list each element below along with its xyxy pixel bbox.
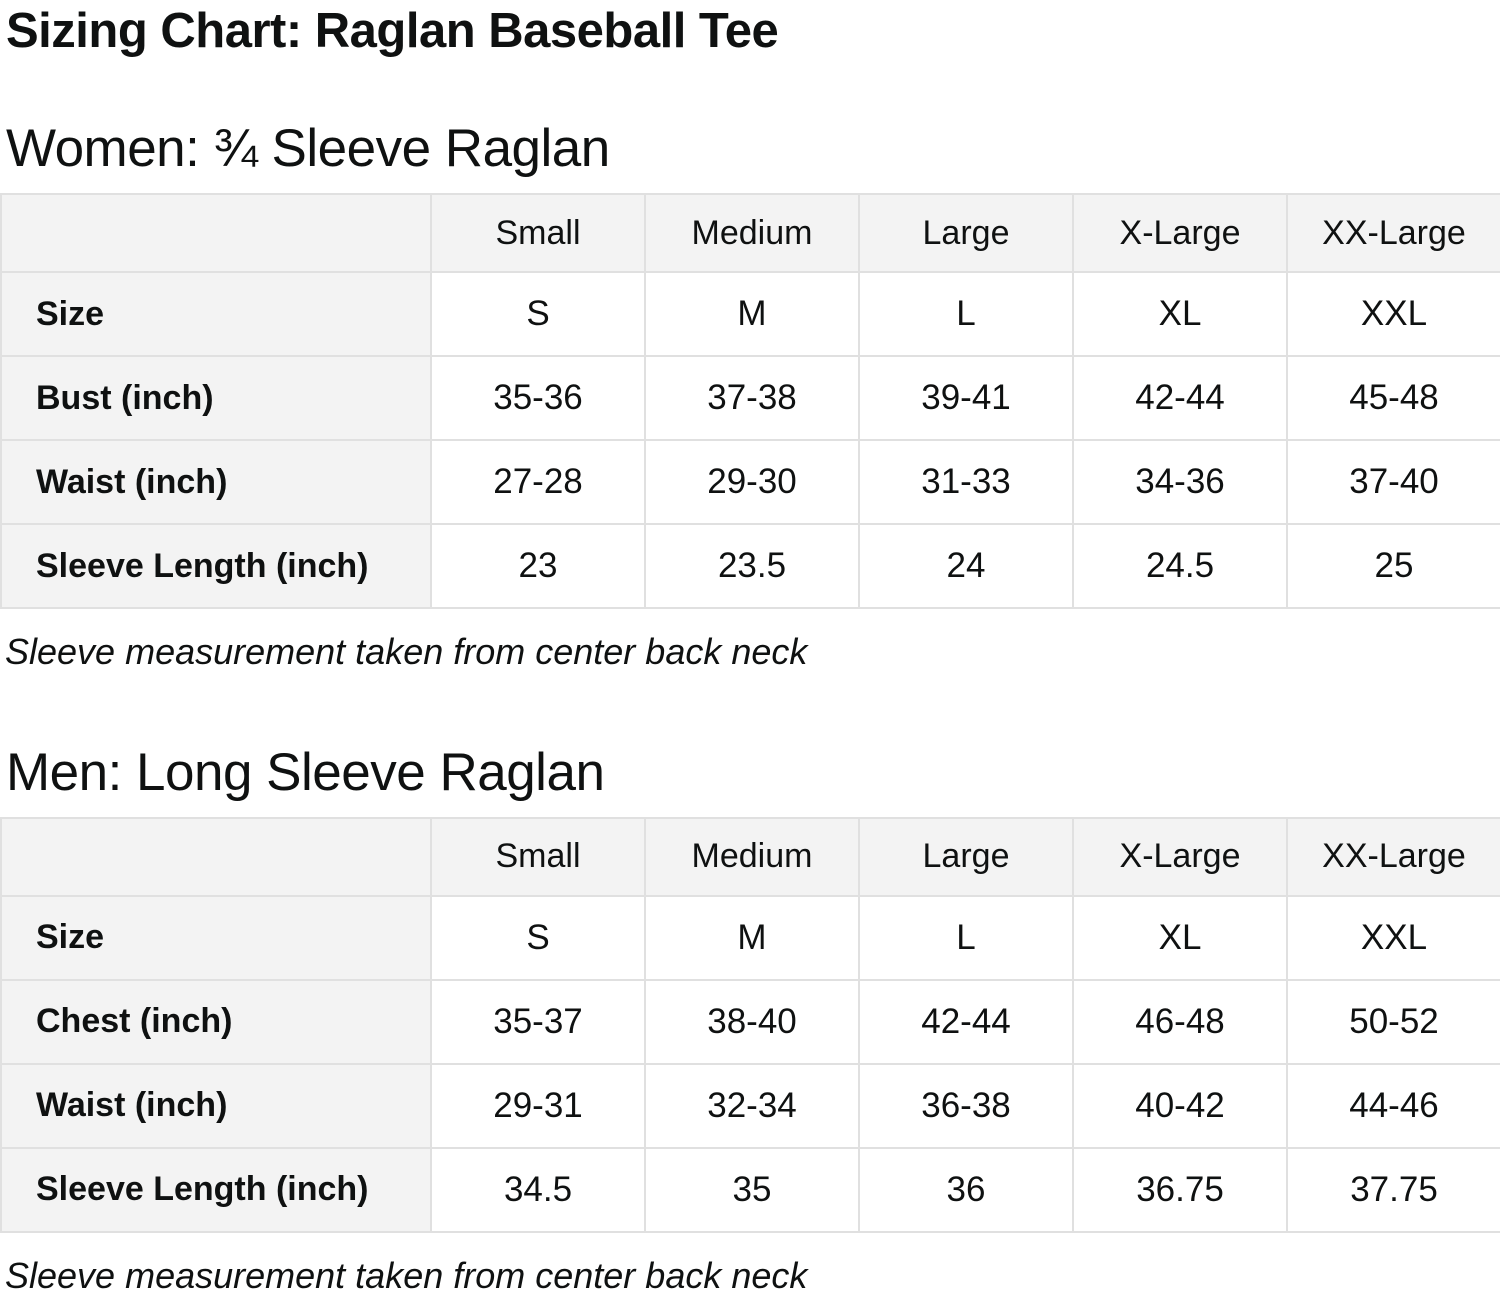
women-size-table: Small Medium Large X-Large XX-Large Size… bbox=[0, 193, 1500, 610]
size-cell: L bbox=[858, 894, 1074, 981]
measurement-cell: 37-40 bbox=[1286, 439, 1500, 526]
column-header-large: Large bbox=[858, 816, 1074, 897]
measurement-cell: 25 bbox=[1286, 523, 1500, 610]
measurement-cell: 34.5 bbox=[430, 1146, 646, 1233]
size-cell: XXL bbox=[1286, 271, 1500, 358]
measurement-cell: 45-48 bbox=[1286, 355, 1500, 442]
table-row-size: Size S M L XL XXL bbox=[0, 271, 1500, 358]
footnote: Sleeve measurement taken from center bac… bbox=[5, 631, 808, 673]
table-row-sleeve-length: Sleeve Length (inch) 34.5 35 36 36.75 37… bbox=[0, 1146, 1500, 1233]
measurement-cell: 35 bbox=[644, 1146, 860, 1233]
column-header-xlarge: X-Large bbox=[1072, 193, 1288, 274]
table-header-row: Small Medium Large X-Large XX-Large bbox=[0, 193, 1500, 274]
measurement-cell: 44-46 bbox=[1286, 1062, 1500, 1149]
measurement-cell: 36 bbox=[858, 1146, 1074, 1233]
measurement-cell: 34-36 bbox=[1072, 439, 1288, 526]
corner-cell bbox=[0, 193, 432, 274]
page-title: Sizing Chart: Raglan Baseball Tee bbox=[6, 4, 779, 58]
section-women: Women: ¾ Sleeve Raglan Small Medium Larg… bbox=[0, 119, 1500, 673]
measurement-cell: 42-44 bbox=[858, 978, 1074, 1065]
size-cell: S bbox=[430, 271, 646, 358]
size-cell: XL bbox=[1072, 271, 1288, 358]
footnote: Sleeve measurement taken from center bac… bbox=[5, 1254, 808, 1296]
measurement-cell: 27-28 bbox=[430, 439, 646, 526]
table-row-chest: Chest (inch) 35-37 38-40 42-44 46-48 50-… bbox=[0, 978, 1500, 1065]
column-header-xlarge: X-Large bbox=[1072, 816, 1288, 897]
measurement-cell: 36.75 bbox=[1072, 1146, 1288, 1233]
row-label: Sleeve Length (inch) bbox=[0, 523, 432, 610]
table-row-waist: Waist (inch) 29-31 32-34 36-38 40-42 44-… bbox=[0, 1062, 1500, 1149]
size-cell: XL bbox=[1072, 894, 1288, 981]
measurement-cell: 29-31 bbox=[430, 1062, 646, 1149]
measurement-cell: 39-41 bbox=[858, 355, 1074, 442]
table-row-bust: Bust (inch) 35-36 37-38 39-41 42-44 45-4… bbox=[0, 355, 1500, 442]
size-cell: S bbox=[430, 894, 646, 981]
column-header-small: Small bbox=[430, 816, 646, 897]
table-row-waist: Waist (inch) 27-28 29-30 31-33 34-36 37-… bbox=[0, 439, 1500, 526]
measurement-cell: 31-33 bbox=[858, 439, 1074, 526]
measurement-cell: 37-38 bbox=[644, 355, 860, 442]
row-label: Size bbox=[0, 894, 432, 981]
size-cell: XXL bbox=[1286, 894, 1500, 981]
measurement-cell: 35-36 bbox=[430, 355, 646, 442]
measurement-cell: 23 bbox=[430, 523, 646, 610]
column-header-small: Small bbox=[430, 193, 646, 274]
measurement-cell: 24.5 bbox=[1072, 523, 1288, 610]
measurement-cell: 29-30 bbox=[644, 439, 860, 526]
measurement-cell: 24 bbox=[858, 523, 1074, 610]
row-label: Waist (inch) bbox=[0, 1062, 432, 1149]
measurement-cell: 42-44 bbox=[1072, 355, 1288, 442]
section-heading-women: Women: ¾ Sleeve Raglan bbox=[6, 118, 610, 178]
column-header-medium: Medium bbox=[644, 816, 860, 897]
measurement-cell: 32-34 bbox=[644, 1062, 860, 1149]
section-heading-men: Men: Long Sleeve Raglan bbox=[6, 742, 605, 802]
column-header-medium: Medium bbox=[644, 193, 860, 274]
men-size-table: Small Medium Large X-Large XX-Large Size… bbox=[0, 816, 1500, 1233]
measurement-cell: 38-40 bbox=[644, 978, 860, 1065]
measurement-cell: 35-37 bbox=[430, 978, 646, 1065]
table-row-size: Size S M L XL XXL bbox=[0, 894, 1500, 981]
measurement-cell: 46-48 bbox=[1072, 978, 1288, 1065]
row-label: Chest (inch) bbox=[0, 978, 432, 1065]
column-header-xxlarge: XX-Large bbox=[1286, 193, 1500, 274]
row-label: Waist (inch) bbox=[0, 439, 432, 526]
column-header-xxlarge: XX-Large bbox=[1286, 816, 1500, 897]
table-header-row: Small Medium Large X-Large XX-Large bbox=[0, 816, 1500, 897]
size-cell: M bbox=[644, 894, 860, 981]
size-cell: M bbox=[644, 271, 860, 358]
row-label: Sleeve Length (inch) bbox=[0, 1146, 432, 1233]
row-label: Bust (inch) bbox=[0, 355, 432, 442]
measurement-cell: 50-52 bbox=[1286, 978, 1500, 1065]
column-header-large: Large bbox=[858, 193, 1074, 274]
measurement-cell: 23.5 bbox=[644, 523, 860, 610]
measurement-cell: 40-42 bbox=[1072, 1062, 1288, 1149]
measurement-cell: 36-38 bbox=[858, 1062, 1074, 1149]
size-cell: L bbox=[858, 271, 1074, 358]
section-men: Men: Long Sleeve Raglan Small Medium Lar… bbox=[0, 743, 1500, 1297]
measurement-cell: 37.75 bbox=[1286, 1146, 1500, 1233]
corner-cell bbox=[0, 816, 432, 897]
row-label: Size bbox=[0, 271, 432, 358]
table-row-sleeve-length: Sleeve Length (inch) 23 23.5 24 24.5 25 bbox=[0, 523, 1500, 610]
